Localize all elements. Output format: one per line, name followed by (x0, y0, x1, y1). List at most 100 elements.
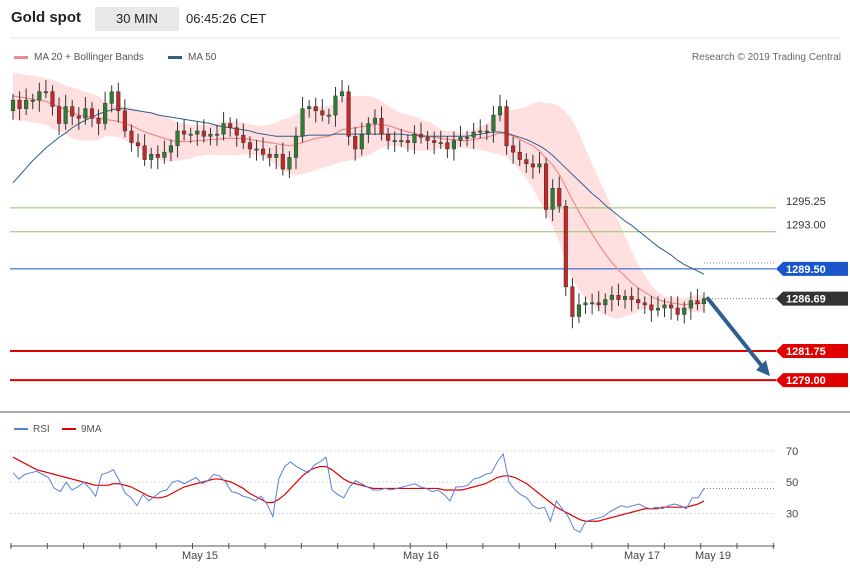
candle (590, 293, 595, 315)
candle (570, 277, 575, 329)
timeframe-button[interactable]: 30 MIN (95, 7, 179, 31)
candle-body (543, 163, 549, 210)
candle (616, 283, 621, 306)
candle (478, 119, 483, 139)
candle (465, 130, 470, 147)
candle-body (550, 187, 555, 210)
rsi-ma-legend-label: 9MA (81, 424, 102, 435)
candle-body (188, 133, 193, 136)
candle-body (603, 299, 608, 306)
candle (550, 179, 555, 222)
forecast-arrow-head (756, 360, 770, 377)
candle-body (465, 137, 470, 139)
candle (432, 131, 437, 155)
candle-body (162, 151, 167, 158)
candle-body (590, 302, 595, 305)
level-label-1279.00: 1279.00 (786, 375, 826, 387)
candle (386, 127, 391, 150)
candle-body (96, 117, 101, 124)
candle (379, 106, 384, 141)
candle-body (10, 99, 16, 112)
time-label: 06:45:26 CET (186, 11, 267, 26)
candle-body (17, 99, 22, 109)
candle (326, 108, 331, 125)
rsi-tick-50: 50 (786, 477, 798, 489)
candle-body (122, 110, 127, 132)
candle-body (293, 135, 299, 158)
legend-bollinger: MA 20 + Bollinger Bands (14, 52, 144, 63)
candle-body (596, 302, 601, 306)
candle (695, 288, 700, 311)
candle-body (43, 91, 48, 94)
candle-body (155, 154, 160, 158)
candle-body (287, 157, 292, 170)
level-layer (10, 207, 776, 382)
candle (451, 131, 456, 161)
candle (109, 85, 114, 113)
candle-body (412, 133, 417, 143)
chart-header: Gold spot 30 MIN 06:45:26 CET (0, 0, 850, 38)
candle (24, 88, 29, 116)
candle (201, 119, 206, 143)
candle (517, 140, 522, 166)
candle-body (300, 108, 305, 137)
candle-body (326, 114, 331, 117)
candle-body (418, 133, 424, 138)
candle-body (530, 163, 535, 168)
candle-body (247, 142, 252, 150)
candle (57, 97, 62, 136)
candle (149, 147, 154, 169)
candle-body (675, 307, 680, 315)
level-label-1295.25: 1295.25 (786, 196, 826, 208)
candle (261, 137, 266, 161)
candle-body (392, 140, 397, 142)
candle-body (511, 145, 516, 153)
candle (50, 85, 55, 116)
candle-body (109, 91, 114, 104)
candle (122, 99, 127, 138)
candle-body (280, 154, 285, 170)
candle (372, 109, 378, 136)
candle (293, 127, 299, 170)
candle (247, 136, 252, 158)
candle-body (339, 91, 345, 97)
candle-body (662, 304, 667, 309)
instrument-title: Gold spot (11, 9, 81, 26)
candle-body (504, 106, 509, 147)
candle-body (366, 123, 371, 135)
candle (274, 145, 279, 170)
candle (221, 111, 226, 141)
candle-body (649, 304, 654, 311)
candle (563, 199, 568, 296)
candle (596, 291, 601, 312)
candle-body (451, 140, 456, 150)
candle (405, 134, 410, 152)
candle-body (353, 135, 358, 150)
candle-body (234, 127, 239, 136)
candle-body (695, 300, 700, 305)
candle-body (557, 187, 562, 207)
candle-body (701, 298, 707, 305)
candle (320, 99, 325, 122)
candle-body (616, 295, 621, 300)
candles-layer (10, 80, 707, 329)
candle (622, 290, 628, 309)
candle (116, 82, 121, 123)
candle (162, 140, 167, 164)
candle-body (30, 99, 35, 102)
candle-body (636, 299, 641, 304)
level-tag-1289.50 (776, 261, 848, 276)
candle-body (168, 145, 174, 153)
candle-body (63, 106, 68, 124)
candle (688, 291, 693, 320)
candle-body (576, 304, 582, 317)
candle-body (379, 117, 384, 135)
candle-body (129, 130, 134, 143)
candle (280, 142, 285, 176)
candle (497, 94, 503, 122)
candle-body (629, 296, 634, 300)
candle (37, 82, 42, 112)
candle (17, 91, 22, 121)
candle-body (89, 108, 95, 119)
